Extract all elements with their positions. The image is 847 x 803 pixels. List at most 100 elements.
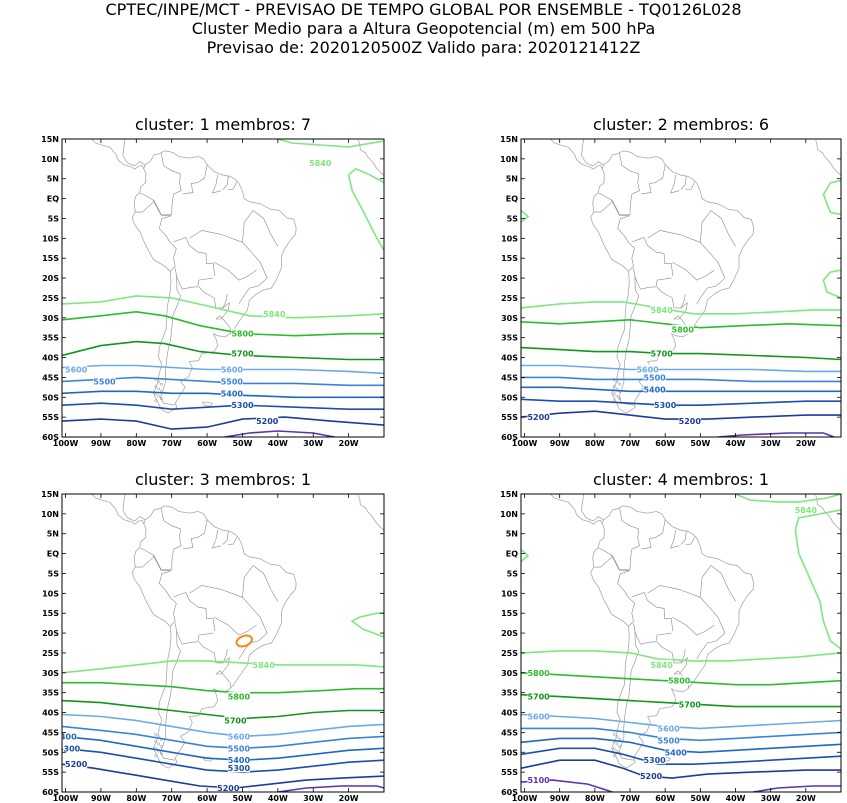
lon-tick-label: 80W	[126, 794, 146, 803]
lat-tick-label: 10N	[500, 155, 518, 164]
contour-5300	[62, 747, 384, 773]
lat-tick-label: EQ	[47, 550, 59, 559]
lon-axis: 100W 90W 80W 70W 60W 50W 40W 30W 20W	[53, 494, 359, 803]
lat-tick-label: 30S	[501, 669, 518, 678]
lat-tick-label: 20S	[42, 629, 59, 638]
lat-tick-label: 35S	[42, 334, 59, 343]
contour-label: 5600	[527, 713, 550, 722]
contour-5400	[521, 386, 841, 393]
lon-tick-label: 60W	[655, 439, 675, 448]
lon-tick-label: 50W	[690, 794, 710, 803]
contour-label: 5700	[679, 701, 702, 710]
contour-labels: 5840580057005600550054005300530052005200…	[62, 659, 275, 792]
contour-5600	[62, 713, 384, 738]
lon-tick-label: 100W	[53, 439, 79, 448]
contours	[62, 139, 384, 437]
contour-label: 5200	[527, 413, 550, 422]
contour-5600	[62, 364, 384, 375]
contour-5600	[521, 364, 841, 373]
contour-label: 5600	[221, 365, 244, 374]
lon-tick-label: 90W	[91, 794, 111, 803]
contour-label: 5800	[668, 677, 691, 686]
coastline	[549, 139, 841, 414]
lat-tick-label: 15S	[501, 254, 518, 263]
lat-tick-label: 10N	[41, 155, 59, 164]
lat-axis: 15N10N5NEQ5S10S15S20S25S30S35S40S45S50S5…	[41, 490, 384, 797]
lat-tick-label: 5N	[506, 530, 518, 539]
lat-tick-label: 30S	[42, 669, 59, 678]
lat-tick-label: 5S	[507, 214, 519, 223]
header-line-2: Cluster Medio para a Altura Geopotencial…	[191, 19, 656, 38]
contour-label: 5840	[651, 306, 674, 315]
contour-5840	[521, 301, 841, 315]
country-borders	[593, 507, 736, 761]
lat-tick-label: 15N	[500, 135, 518, 144]
panel-title: cluster: 4 membros: 1	[593, 470, 769, 489]
contour-5300	[521, 747, 841, 766]
lat-tick-label: 45S	[42, 373, 59, 382]
lon-tick-label: 100W	[512, 439, 538, 448]
contour-label: 5300	[231, 401, 254, 410]
contour-label: 5700	[527, 693, 550, 702]
figure-header: CPTEC/INPE/MCT - PREVISAO DE TEMPO GLOBA…	[0, 0, 847, 57]
lon-tick-label: 30W	[303, 439, 323, 448]
contour-label: 5840	[651, 661, 674, 670]
contour-5800	[521, 318, 841, 329]
lon-tick-label: 70W	[620, 439, 640, 448]
contour-5840	[62, 295, 384, 319]
contour-label: 5300	[654, 401, 677, 410]
lat-tick-label: 25S	[501, 294, 518, 303]
contour-5200	[521, 759, 841, 779]
contour-5400	[62, 735, 384, 762]
panel-title: cluster: 2 membros: 6	[593, 115, 769, 134]
lat-tick-label: 5N	[47, 175, 59, 184]
lat-tick-label: 60S	[42, 788, 59, 797]
contour-label: 5800	[231, 330, 254, 339]
contour-5840	[62, 660, 384, 674]
country-borders	[593, 152, 736, 406]
coastline	[549, 494, 841, 769]
contour-label: 5600	[658, 724, 681, 733]
lon-tick-label: 30W	[761, 794, 781, 803]
lat-tick-label: 20S	[501, 274, 518, 283]
lat-tick-label: 5S	[48, 569, 60, 578]
contour-5500	[521, 376, 841, 383]
contour-5840	[521, 548, 530, 563]
lat-tick-label: 50S	[501, 748, 518, 757]
contour-5840	[822, 269, 841, 299]
lat-tick-label: 20S	[501, 629, 518, 638]
lat-tick-label: 40S	[42, 354, 59, 363]
lon-tick-label: 20W	[339, 794, 359, 803]
country-borders	[135, 152, 279, 406]
lat-tick-label: 10N	[500, 510, 518, 519]
lat-tick-label: 35S	[501, 689, 518, 698]
contour-label: 5400	[228, 756, 251, 765]
lon-tick-label: 40W	[268, 439, 288, 448]
lat-tick-label: 25S	[42, 294, 59, 303]
lat-tick-label: 60S	[501, 788, 518, 797]
lat-tick-label: 50S	[42, 748, 59, 757]
lon-tick-label: 70W	[162, 439, 182, 448]
contours	[521, 494, 841, 792]
contour-5840	[794, 509, 841, 650]
lon-tick-label: 80W	[585, 439, 605, 448]
lat-tick-label: 40S	[501, 354, 518, 363]
lat-tick-label: 40S	[501, 709, 518, 718]
lat-tick-label: 40S	[42, 709, 59, 718]
contour-5840	[822, 179, 841, 216]
lon-tick-label: 70W	[162, 794, 182, 803]
lat-tick-label: 5S	[507, 569, 519, 578]
lon-tick-label: 40W	[726, 439, 746, 448]
lat-tick-label: 10S	[501, 589, 518, 598]
map-panel-2: cluster: 2 membros: 6 5840 5800 5700 5600550…	[500, 115, 842, 448]
contour-5200	[521, 410, 841, 420]
lat-tick-label: 55S	[42, 413, 59, 422]
contour-label: 5200	[679, 417, 702, 426]
contour-5600	[521, 713, 841, 730]
lat-tick-label: 55S	[42, 768, 59, 777]
lat-tick-label: 60S	[42, 433, 59, 442]
lon-tick-label: 80W	[126, 439, 146, 448]
contour-5400	[62, 390, 384, 399]
lon-tick-label: 90W	[550, 439, 570, 448]
